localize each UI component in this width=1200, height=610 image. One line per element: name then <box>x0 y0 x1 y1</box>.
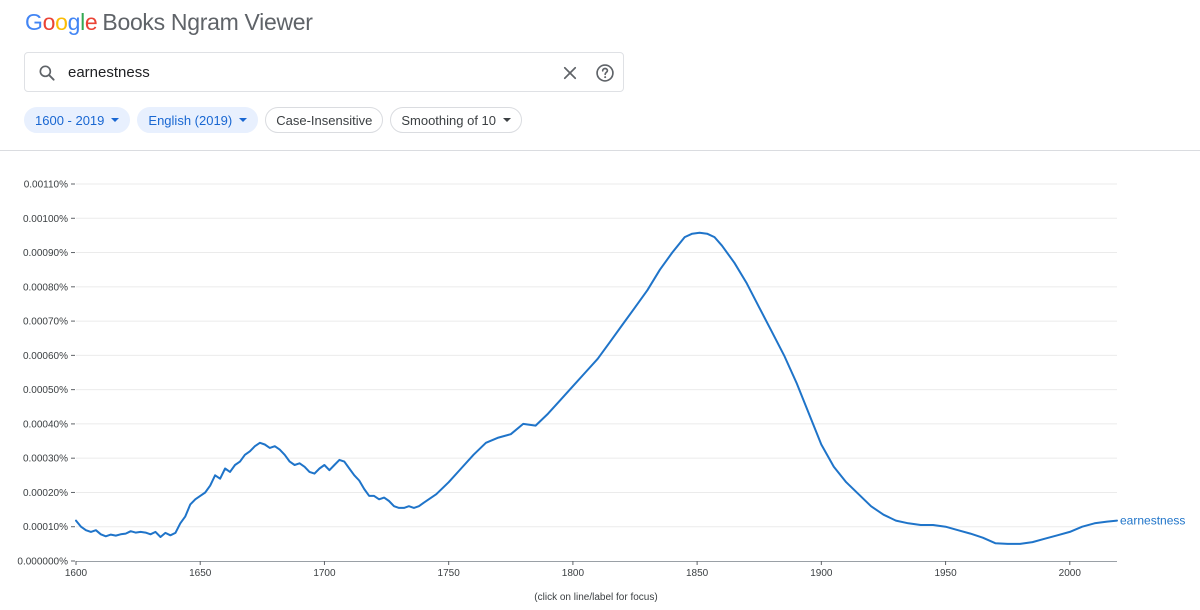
y-tick-label: 0.00100% <box>23 214 68 225</box>
smoothing-label: Smoothing of 10 <box>401 112 497 128</box>
y-axis: 0.000000% 0.00010% 0.00020% 0.00030% 0.00040… <box>17 180 75 568</box>
chevron-down-icon <box>111 118 120 122</box>
search-input[interactable] <box>68 61 538 83</box>
chart-note: (click on line/label for focus) <box>534 592 657 603</box>
x-tick-label: 1750 <box>438 568 461 579</box>
series-line-earnestness <box>75 231 1118 545</box>
search-icon[interactable] <box>37 63 57 83</box>
y-tick-label: 0.00050% <box>23 385 68 396</box>
y-tick-label: 0.00030% <box>23 454 68 465</box>
y-tick-label: 0.00040% <box>23 419 68 430</box>
x-tick-label: 1650 <box>189 568 212 579</box>
x-axis: 1600 1650 1700 1750 1800 1850 1900 1950 2000 <box>65 561 1081 579</box>
chevron-down-icon <box>239 118 248 122</box>
y-tick-label: 0.00060% <box>23 351 68 362</box>
filter-chips: 1600 - 2019 English (2019) Case-Insensit… <box>24 107 523 133</box>
year-range-dropdown[interactable]: 1600 - 2019 <box>24 107 131 133</box>
help-icon[interactable] <box>595 63 615 83</box>
chevron-down-icon <box>503 118 512 122</box>
ngram-chart: 0.000000% 0.00010% 0.00020% 0.00030% 0.00040… <box>17 180 1185 604</box>
google-wordmark: Google <box>25 9 98 35</box>
header-divider <box>0 150 1200 151</box>
series-label-earnestness[interactable]: earnestness <box>1120 514 1185 528</box>
x-tick-label: 1800 <box>562 568 585 579</box>
y-tick-label: 0.00020% <box>23 488 68 499</box>
close-icon[interactable] <box>561 64 579 82</box>
year-range-label: 1600 - 2019 <box>35 112 105 128</box>
chart-gridlines <box>76 183 1117 528</box>
x-tick-label: 1850 <box>686 568 709 579</box>
x-tick-label: 1900 <box>810 568 833 579</box>
case-label: Case-Insensitive <box>276 112 373 128</box>
x-tick-label: 1600 <box>65 568 88 579</box>
y-tick-label: 0.00080% <box>23 282 68 293</box>
y-tick-label: 0.00090% <box>23 248 68 259</box>
corpus-dropdown[interactable]: English (2019) <box>137 107 259 133</box>
x-tick-label: 2000 <box>1059 568 1082 579</box>
y-tick-label: 0.00010% <box>23 522 68 533</box>
app-logo[interactable]: Google Books Ngram Viewer <box>25 9 313 36</box>
series-layer: earnestness <box>75 231 1185 545</box>
smoothing-dropdown[interactable]: Smoothing of 10 <box>390 107 523 133</box>
y-tick-label: 0.00070% <box>23 317 68 328</box>
y-tick-label: 0.00110% <box>24 180 68 191</box>
corpus-label: English (2019) <box>148 112 233 128</box>
search-bar[interactable] <box>24 52 624 92</box>
y-tick-label: 0.000000% <box>17 557 68 568</box>
case-insensitive-toggle[interactable]: Case-Insensitive <box>265 107 384 133</box>
x-tick-label: 1950 <box>934 568 957 579</box>
app-title: Books Ngram Viewer <box>102 9 313 35</box>
x-tick-label: 1700 <box>313 568 336 579</box>
